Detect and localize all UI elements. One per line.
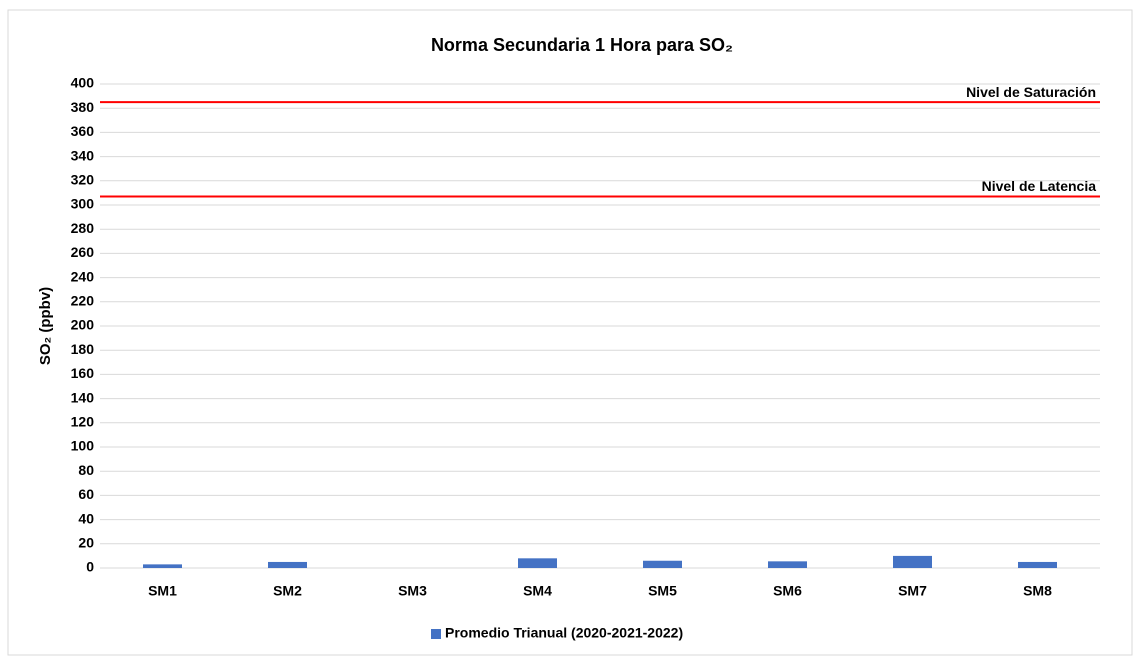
bar [268, 561, 307, 568]
y-tick-label: 20 [78, 535, 94, 551]
bar [143, 564, 182, 568]
y-tick-label: 240 [71, 268, 95, 284]
bar [518, 558, 557, 568]
y-tick-label: 280 [71, 220, 95, 236]
x-tick-label: SM3 [398, 583, 427, 599]
legend-label: Promedio Trianual (2020-2021-2022) [445, 625, 683, 641]
y-tick-label: 0 [86, 559, 94, 575]
x-tick-label: SM5 [648, 583, 677, 599]
y-tick-label: 160 [71, 365, 95, 381]
x-tick-label: SM4 [523, 583, 552, 599]
x-tick-label: SM2 [273, 583, 302, 599]
bar [893, 555, 932, 568]
y-tick-label: 400 [71, 75, 95, 91]
y-axis-label: SO₂ (ppbv) [37, 287, 54, 365]
y-tick-label: 120 [71, 414, 95, 430]
y-tick-label: 100 [71, 438, 95, 454]
y-tick-label: 260 [71, 244, 95, 260]
bar [1018, 561, 1057, 568]
y-tick-label: 40 [78, 510, 94, 526]
bar [643, 560, 682, 568]
y-tick-label: 80 [78, 462, 94, 478]
x-tick-label: SM8 [1023, 583, 1052, 599]
legend-swatch [431, 629, 441, 639]
reference-label: Nivel de Saturación [966, 84, 1096, 100]
y-tick-label: 340 [71, 147, 95, 163]
y-tick-label: 380 [71, 99, 95, 115]
chart-title: Norma Secundaria 1 Hora para SO₂ [431, 35, 733, 55]
bar [768, 561, 807, 568]
chart-frame [7, 9, 1133, 656]
y-tick-label: 140 [71, 389, 95, 405]
y-tick-label: 200 [71, 317, 95, 333]
y-tick-label: 220 [71, 293, 95, 309]
y-tick-label: 60 [78, 486, 94, 502]
y-tick-label: 300 [71, 196, 95, 212]
y-tick-label: 180 [71, 341, 95, 357]
y-tick-label: 360 [71, 123, 95, 139]
reference-label: Nivel de Latencia [982, 178, 1097, 194]
x-tick-label: SM6 [773, 583, 802, 599]
y-tick-label: 320 [71, 172, 95, 188]
x-tick-label: SM7 [898, 583, 927, 599]
x-tick-label: SM1 [148, 583, 177, 599]
